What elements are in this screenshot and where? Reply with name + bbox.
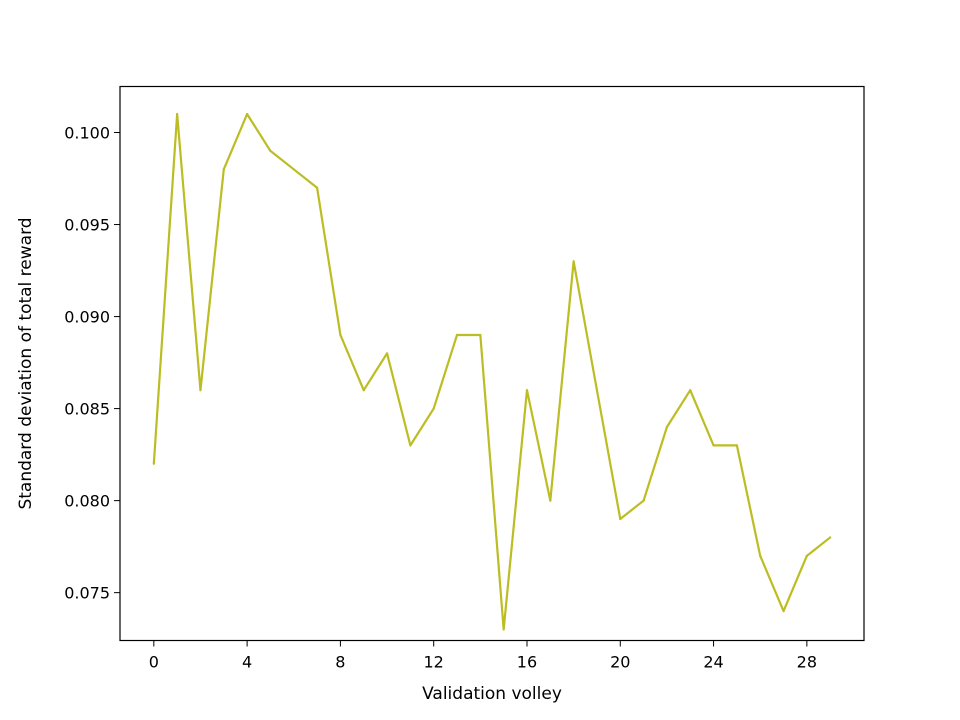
data-point (315, 186, 319, 189)
data-point (735, 444, 738, 447)
x-axis-label: Validation volley (422, 684, 562, 704)
x-tick-label: 20 (610, 653, 630, 672)
x-tick-label: 16 (517, 653, 537, 672)
x-tick-label: 4 (242, 653, 252, 672)
data-point (432, 407, 435, 410)
data-point (502, 628, 505, 631)
data-point (595, 389, 599, 392)
data-point (525, 389, 529, 392)
data-point (619, 517, 622, 521)
plot-frame (119, 85, 865, 642)
series-line-0 (152, 113, 831, 631)
y-tick-label: 0.100 (64, 124, 110, 143)
x-axis-ticks: 0 4 8 12 16 20 24 28 (149, 640, 817, 672)
data-point (805, 554, 808, 557)
x-tick-label: 24 (703, 653, 723, 672)
data-point (269, 149, 272, 153)
data-point (712, 444, 715, 447)
y-tick-label: 0.085 (64, 400, 110, 419)
data-point (665, 425, 669, 429)
data-point (152, 462, 155, 465)
data-point (455, 333, 459, 337)
data-point (782, 609, 785, 613)
data-point (479, 333, 482, 337)
y-tick-label: 0.090 (64, 308, 110, 327)
x-tick-label: 8 (335, 653, 345, 672)
y-tick-label: 0.075 (64, 584, 110, 603)
plot-area (120, 86, 864, 641)
data-point (292, 168, 295, 171)
data-point (246, 113, 249, 116)
data-point (199, 389, 202, 392)
x-tick-label: 0 (149, 653, 159, 672)
plot-marks (152, 113, 832, 631)
x-tick-label: 12 (424, 653, 444, 672)
y-tick-label: 0.080 (64, 492, 110, 511)
data-point (759, 554, 762, 557)
data-point (176, 113, 179, 116)
data-point (642, 499, 645, 502)
data-point (385, 352, 389, 355)
data-point (689, 389, 692, 392)
y-tick-label: 0.095 (64, 216, 110, 235)
data-point (409, 444, 412, 447)
data-point (572, 260, 575, 263)
y-axis-ticks: 0.075 0.080 0.085 0.090 0.095 0.100 (64, 124, 120, 603)
data-point (829, 536, 832, 539)
data-point (339, 333, 342, 337)
data-point (222, 168, 225, 171)
x-tick-label: 28 (797, 653, 817, 672)
data-point (549, 499, 552, 502)
y-axis-label: Standard deviation of total reward (16, 217, 36, 509)
data-point (362, 389, 365, 392)
